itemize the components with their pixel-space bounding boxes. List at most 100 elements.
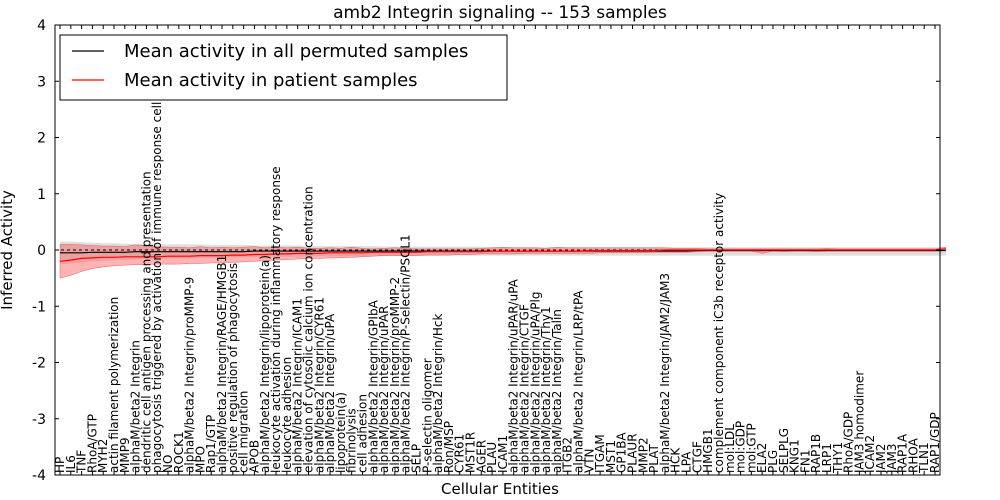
entity-label: alphaM/beta2 Integrin/Hck — [431, 313, 445, 473]
entity-label: AGER — [474, 440, 488, 473]
entity-label: alphaM/beta2 Integrin/uPA — [323, 313, 337, 473]
entity-label: complement component iC3b receptor activ… — [712, 193, 726, 473]
entity-label: RhoA/GDP — [842, 412, 856, 473]
permuted-band — [60, 241, 946, 265]
entity-label: PLAU — [485, 442, 499, 473]
y-tick-label: -3 — [32, 412, 46, 428]
series-line-patient — [59, 248, 946, 262]
entity-label: MYH2 — [96, 439, 110, 473]
entity-label: alphaM/beta2 Integrin/uPAR/uPA — [507, 278, 521, 473]
entity-label: SELP — [410, 444, 424, 473]
entity-label: RAP1/GDP — [928, 412, 942, 473]
entity-label: mol:GDP — [734, 421, 748, 473]
entity-label: alphaM/beta2 Integrin/P-Selectin/PSGL1 — [399, 234, 413, 473]
entity-label: alphaM/beta2 Integrin/JAM2/JAM3 — [658, 273, 672, 473]
entity-label: MST1 — [604, 440, 618, 473]
y-axis-label: Inferred Activity — [0, 190, 16, 310]
entity-label: KNG1 — [788, 439, 802, 473]
entity-label: leukocyte adhesion — [280, 357, 294, 473]
entity-label: alphaM/beta2 Integrin/ICAM1 — [291, 298, 305, 473]
entity-label: JAM3 — [885, 443, 899, 474]
entity-label: phagocytosis triggered by activation of … — [150, 54, 164, 473]
entity-label: HMGB1 — [701, 428, 715, 473]
y-tick-label: 1 — [37, 187, 46, 203]
entity-label: alphaM/beta2 Integrin/GPIbA — [366, 299, 380, 473]
entity-label: lipoprotein(a) — [334, 392, 348, 473]
y-tick-label: -4 — [32, 468, 46, 484]
entity-label: PLG — [766, 450, 780, 473]
entity-label: P-selectin oligomer — [420, 358, 434, 473]
entity-label: alphaM/beta2 Integrin — [129, 340, 143, 473]
entity-label: elevation of cytosolic calcium ion conce… — [302, 186, 316, 473]
entity-label: ELA2 — [755, 443, 769, 473]
entity-label: TLN1 — [917, 442, 931, 474]
entity-label: positive regulation of phagocytosis — [226, 263, 240, 473]
entity-label: HP — [53, 457, 67, 473]
entity-label: Rap1/GTP — [204, 415, 218, 473]
y-tick-label: -2 — [32, 356, 46, 372]
entity-label: VTN — [582, 448, 596, 473]
entity-label: MPO — [193, 446, 207, 473]
entity-label: RhoA/GTP — [85, 414, 99, 473]
entity-label: RAP1B — [809, 434, 823, 473]
entity-label: RAP1A — [896, 433, 910, 473]
entity-label: mol:GTP — [744, 423, 758, 473]
legend-box — [59, 34, 508, 101]
y-tick-label: 0 — [37, 243, 46, 259]
entity-label: CYR61 — [453, 434, 467, 473]
entity-label: mol:LDL — [723, 424, 737, 473]
entity-label: MMP9 — [118, 437, 132, 473]
entity-label: TNF — [75, 450, 89, 474]
legend-label-permuted: Mean activity in all permuted samples — [124, 41, 468, 62]
chart-title: amb2 Integrin signaling -- 153 samples — [333, 3, 667, 23]
entity-label: ICAM1 — [496, 435, 510, 473]
entity-label: RHOA — [906, 437, 920, 473]
entity-label: alphaM/beta2 Integrin/CTGF — [518, 304, 532, 473]
entity-label: MMP2 — [636, 437, 650, 473]
y-tick-label: 3 — [37, 74, 46, 90]
entity-label: NO — [161, 455, 175, 473]
entity-label: THY1 — [831, 442, 845, 474]
y-tick-label: -1 — [32, 299, 46, 315]
entity-label: alphaM/beta2 Integrin/lipoprotein(a) — [258, 255, 272, 473]
entity-label: dendritic cell antigen processing and pr… — [139, 171, 153, 473]
entity-label: alphaM/beta2 Integrin/LRP/tPA — [572, 290, 586, 473]
entity-label: JAM3 homodimer — [852, 371, 866, 474]
entity-label: ITGAM — [593, 434, 607, 473]
entity-label: LRP1 — [820, 443, 834, 473]
entity-label: alphaM/beta2 Integrin/Thy1 — [539, 306, 553, 473]
entity-label: Ron/MSP — [442, 421, 456, 473]
entity-label: ICAM2 — [863, 435, 877, 473]
entity-label: alphaM/beta2 Integrin/uPAR — [377, 305, 391, 473]
entity-label: GP1BA — [615, 432, 629, 473]
entity-label: alphaM/beta2 Integrin/uPA/Plg — [528, 292, 542, 473]
entity-label: MST1R — [464, 432, 478, 473]
entity-label: cell migration — [237, 391, 251, 473]
entity-label: PLAT — [647, 443, 661, 472]
entity-label: cell adhesion — [356, 394, 370, 473]
entity-label: ROCK1 — [172, 431, 186, 473]
entity-label: HCK — [669, 447, 683, 473]
entity-label: alphaM/beta2 Integrin/proMMP-2 — [388, 277, 402, 473]
entity-label: ITGB2 — [561, 437, 575, 473]
entity-label: FN1 — [798, 450, 812, 474]
legend-label-patient: Mean activity in patient samples — [124, 70, 418, 91]
entity-label: PLAUR — [626, 433, 640, 473]
x-axis-label: Cellular Entities — [441, 480, 559, 498]
entity-label: JAM2 — [874, 443, 888, 474]
entity-label: APOB — [247, 440, 261, 473]
entity-label: alphaM/beta2 Integrin/RAGE/HMGB1 — [215, 255, 229, 473]
legend: Mean activity in all permuted samples Me… — [59, 34, 508, 101]
x-axis-ticks — [59, 25, 936, 475]
y-tick-label: 4 — [37, 18, 46, 34]
y-axis: -4 -3 -2 -1 0 1 2 3 4 — [32, 18, 940, 484]
entity-label: SELPLG — [777, 428, 791, 473]
series-lines — [59, 248, 946, 262]
entity-label: IL6 — [64, 455, 78, 473]
entity-label: alphaM/beta2 Integrin/proMMP-9 — [183, 277, 197, 473]
y-tick-label: 2 — [37, 131, 46, 147]
entity-label: LPA — [680, 451, 694, 473]
entity-label: alphaM/beta2 Integrin/Talin — [550, 309, 564, 473]
